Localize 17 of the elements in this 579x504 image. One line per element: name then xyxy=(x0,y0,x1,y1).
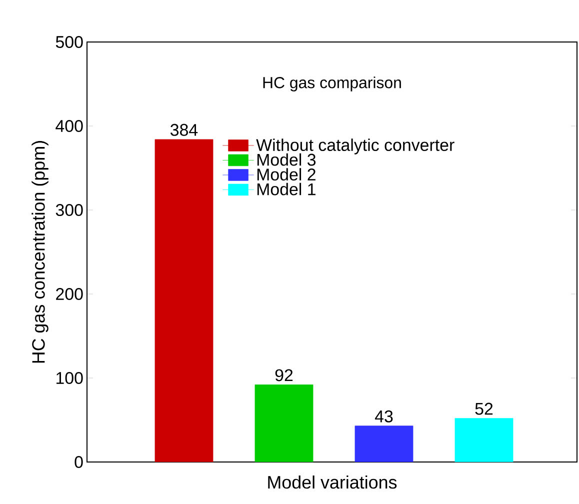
y-tick-label: 0 xyxy=(74,456,83,468)
data-label: 384 xyxy=(170,124,198,136)
y-tick-label: 200 xyxy=(56,288,83,300)
y-tick-label: 300 xyxy=(56,204,83,216)
legend-label: Model 1 xyxy=(257,182,316,196)
x-axis-title: Model variations xyxy=(268,476,397,489)
y-tick-label: 100 xyxy=(56,372,83,384)
data-label: 43 xyxy=(374,410,393,422)
y-tick-label: 500 xyxy=(56,36,83,48)
legend-label: Model 2 xyxy=(257,168,316,181)
y-tick-label: 400 xyxy=(56,120,83,132)
data-label: 92 xyxy=(275,369,293,382)
legend-label: Without catalytic converter xyxy=(256,138,454,154)
y-axis-title: HC gas concentration (ppm) xyxy=(32,141,48,363)
data-label: 52 xyxy=(475,402,493,415)
legend-label: Model 3 xyxy=(257,153,316,166)
text: HC gas comparison xyxy=(263,76,401,92)
